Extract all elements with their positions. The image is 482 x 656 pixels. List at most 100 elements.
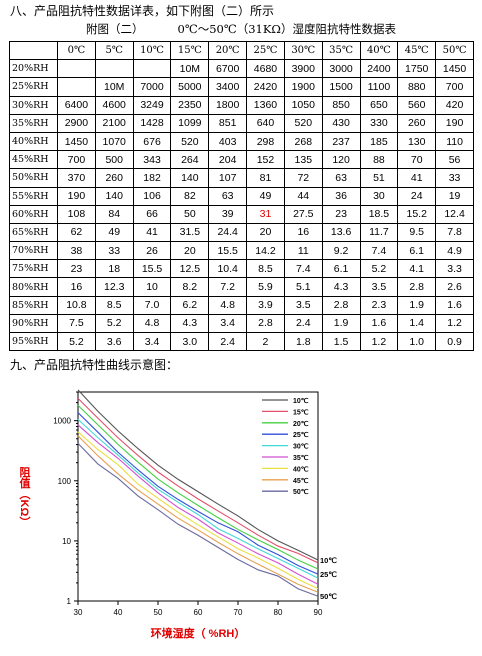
table-cell: 63: [321, 168, 361, 188]
table-cell: 3.4: [132, 331, 172, 352]
table-cell: 264: [170, 150, 210, 170]
table-cell: 676: [132, 131, 172, 152]
table-cell: 4680: [246, 59, 285, 79]
table-cell: 24: [397, 186, 437, 206]
table-cell: 3400: [208, 77, 248, 97]
series-line-2: [77, 404, 319, 570]
table-cell: 4.8: [208, 295, 248, 315]
table-cell: 560: [397, 95, 437, 115]
table-cell: 420: [435, 95, 474, 115]
series-line-0: [77, 389, 319, 561]
table-row: 85%RH 10.8 8.5 7.0 6.2 4.8 3.9 3.5 2.8 2.3 1.9 1.6: [9, 295, 474, 315]
table-cell: 3.0: [170, 331, 210, 352]
table-cell: 2400: [359, 59, 399, 79]
table-cell: 3000: [321, 59, 361, 79]
table-cell: 185: [359, 131, 399, 152]
table-cell: 108: [57, 204, 96, 224]
x-tick-label: 50: [154, 608, 163, 617]
table-row: 55%RH 190 140 106 82 63 49 44 36 30 24 19: [9, 186, 474, 206]
table-cell: 1.8: [283, 331, 323, 352]
table-cell: 30: [359, 186, 399, 206]
table-row: 95%RH 5.2 3.6 3.4 3.0 2.4 2 1.8 1.5 1.2 1.0 0.9: [9, 331, 474, 352]
table-cell: [57, 59, 96, 79]
table-row: 50%RH 370 260 182 140 107 81 72 63 51 41 33: [9, 168, 474, 188]
table-cell: 8.5: [246, 259, 285, 279]
table-cell: 18: [94, 259, 134, 279]
table-cell: 260: [397, 113, 437, 133]
table-cell: 2.4: [208, 331, 248, 352]
table-cell: 3.6: [94, 331, 134, 352]
table-cell: 135: [283, 150, 323, 170]
table-cell: 850: [321, 95, 361, 115]
column-header-9: 45℃: [397, 40, 437, 61]
row-header: 70%RH: [9, 241, 58, 261]
table-cell: 2420: [246, 77, 285, 97]
table-cell: 24.4: [208, 222, 248, 243]
table-cell: 6.1: [397, 241, 437, 261]
table-cell: 9.5: [397, 222, 437, 243]
table-cell: 1450: [435, 59, 474, 79]
table-cell: 2.8: [246, 313, 285, 334]
table-cell: 2: [246, 331, 285, 352]
table-cell: 2.4: [283, 313, 323, 334]
table-cell: 11.7: [359, 222, 399, 243]
table-cell: 700: [435, 77, 474, 97]
legend-label: 50℃: [293, 488, 309, 496]
table-cell: 10.4: [208, 259, 248, 279]
table-cell: 14.2: [246, 241, 285, 261]
series-line-1: [77, 397, 319, 564]
table-cell: 33: [435, 168, 474, 188]
table-cell: 10.8: [57, 295, 96, 315]
table-cell: 1360: [246, 95, 285, 115]
table-cell: 5.9: [246, 277, 285, 297]
legend-label: 30℃: [293, 443, 309, 451]
table-cell: 20: [246, 222, 285, 243]
table-cell: 70: [397, 150, 437, 170]
table-corner-cell: [9, 40, 58, 61]
table-cell: 520: [170, 131, 210, 152]
table-cell: 5.2: [359, 259, 399, 279]
row-header: 40%RH: [9, 131, 58, 152]
table-cell: 4.3: [170, 313, 210, 334]
table-cell: 0.9: [435, 331, 474, 352]
column-header-2: 10℃: [132, 40, 172, 61]
table-cell: 26: [132, 241, 172, 261]
x-tick-label: 60: [194, 608, 203, 617]
series-end-label: 50℃: [320, 592, 337, 601]
table-cell: 3.5: [359, 277, 399, 297]
table-cell: 190: [57, 186, 96, 206]
table-cell: [57, 77, 96, 97]
series-line-6: [77, 431, 319, 590]
table-row: 80%RH 16 12.3 10 8.2 7.2 5.9 5.1 4.3 3.5 2.8 2.6: [9, 277, 474, 297]
table-cell: 39: [208, 204, 248, 224]
table-cell: [132, 59, 172, 79]
table-cell: 1.2: [359, 331, 399, 352]
series-line-8: [77, 442, 319, 597]
table-cell: 51: [359, 168, 399, 188]
table-cell: 2.3: [359, 295, 399, 315]
table-cell: 1.2: [435, 313, 474, 334]
x-tick-label: 70: [234, 608, 243, 617]
y-axis-label: 阻值（KΩ）: [18, 465, 32, 527]
table-cell: 1.5: [321, 331, 361, 352]
x-tick-label: 30: [74, 608, 83, 617]
table-cell: 63: [208, 186, 248, 206]
row-header: 75%RH: [9, 259, 58, 279]
table-cell: 49: [94, 222, 134, 243]
table-cell: 31.5: [170, 222, 210, 243]
table-cell: 2350: [170, 95, 210, 115]
table-cell: 1.9: [321, 313, 361, 334]
table-cell: 182: [132, 168, 172, 188]
table-cell: 7.4: [283, 259, 323, 279]
table-cell: 12.3: [94, 277, 134, 297]
table-row: 70%RH 38 33 26 20 15.5 14.2 11 9.2 7.4 6.1 4.9: [9, 241, 474, 261]
table-cell: 7.5: [57, 313, 96, 334]
table-caption: 附图（二） 0℃～50℃（31KΩ）湿度阻抗特性数据表: [0, 21, 482, 37]
table-cell: 56: [435, 150, 474, 170]
table-cell: 4.3: [321, 277, 361, 297]
table-cell: 62: [57, 222, 96, 243]
table-cell: 640: [246, 113, 285, 133]
table-cell: 7.2: [208, 277, 248, 297]
table-cell: 106: [132, 186, 172, 206]
row-header: 55%RH: [9, 186, 58, 206]
